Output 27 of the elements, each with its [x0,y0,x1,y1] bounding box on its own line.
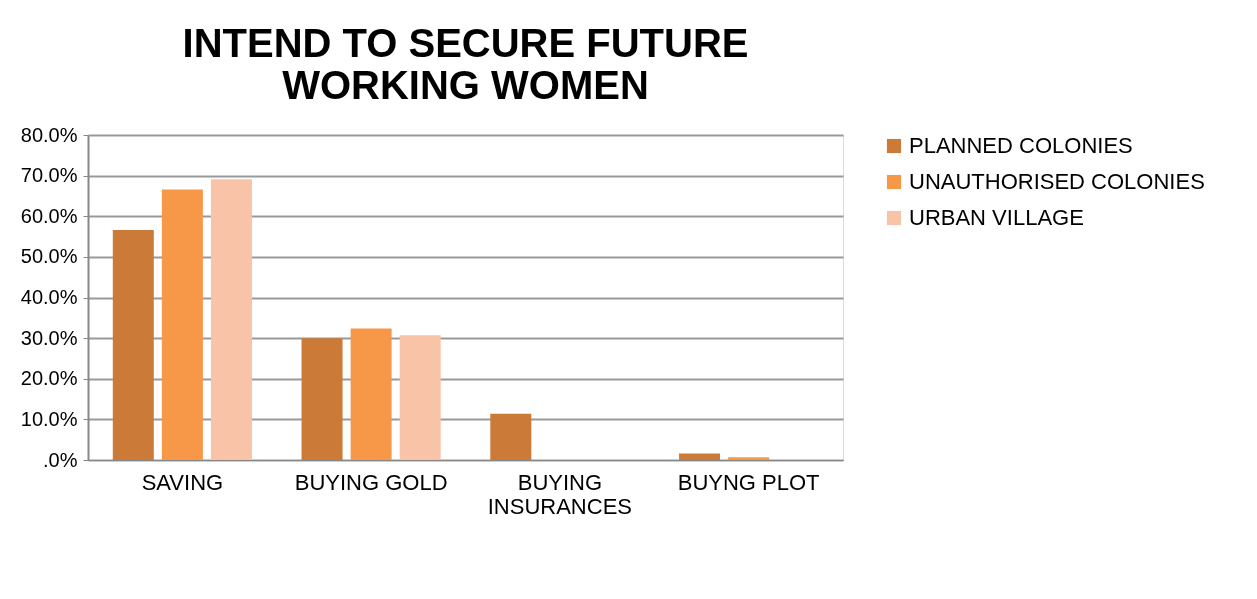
bar [210,179,252,460]
bar [112,230,154,460]
text: WORKING WOMEN [282,63,649,107]
y-tick-label: .0% [43,448,78,471]
bar [490,413,532,460]
x-tick-label: BUYNG PLOT [677,469,820,495]
bar [161,189,203,460]
legend-label: URBAN VILLAGE [909,205,1084,230]
x-tick-label: BUYING GOLD [294,469,448,495]
legend-label: PLANNED COLONIES [909,133,1133,158]
y-tick-label: 60.0% [20,204,78,227]
y-tick-label: 70.0% [20,164,78,187]
y-tick-label: 10.0% [20,407,78,430]
bar [728,457,770,460]
x-tick-label: SAVING [141,469,224,495]
x-tick-label: BUYING INSURANCES [487,469,632,519]
y-tick-label: 20.0% [20,367,78,390]
y-tick-label: 50.0% [20,245,78,268]
bar [350,328,392,460]
legend-label: UNAUTHORISED COLONIES [909,169,1205,194]
bar [679,453,721,460]
bar [301,338,343,460]
y-tick-label: 80.0% [20,123,78,146]
bar [399,335,441,460]
y-tick-label: 30.0% [20,326,78,349]
y-tick-label: 40.0% [20,286,78,308]
text: INTEND TO SECURE FUTURE [182,21,749,65]
